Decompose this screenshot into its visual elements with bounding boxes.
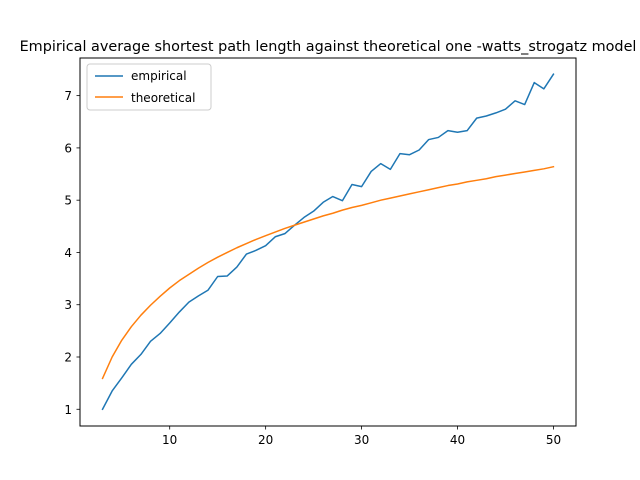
y-tick-label: 1 — [64, 403, 72, 417]
y-tick-label: 2 — [64, 351, 72, 365]
y-axis: 1 2 3 4 5 6 7 — [64, 89, 80, 417]
axes-frame — [79, 57, 577, 427]
x-tick-label: 30 — [354, 433, 369, 447]
y-tick-label: 3 — [64, 298, 72, 312]
series-lines — [101, 73, 555, 411]
y-tick-label: 5 — [64, 194, 72, 208]
series-line-theoretical — [101, 165, 555, 380]
chart-title: Empirical average shortest path length a… — [20, 39, 637, 55]
legend-label-empirical: empirical — [131, 69, 187, 83]
x-tick-label: 50 — [546, 433, 561, 447]
legend-label-theoretical: theoretical — [131, 91, 195, 105]
x-tick-label: 20 — [258, 433, 273, 447]
x-axis: 10 20 30 40 50 — [162, 426, 561, 447]
x-tick-label: 10 — [162, 433, 177, 447]
x-tick-label: 40 — [450, 433, 465, 447]
y-tick-label: 6 — [64, 141, 72, 155]
y-tick-label: 7 — [64, 89, 72, 103]
legend: empirical theoretical — [86, 63, 212, 111]
y-tick-label: 4 — [64, 246, 72, 260]
plot-area: 10 20 30 40 50 1 2 3 4 5 6 7 — [64, 57, 577, 447]
series-line-empirical — [101, 73, 555, 411]
